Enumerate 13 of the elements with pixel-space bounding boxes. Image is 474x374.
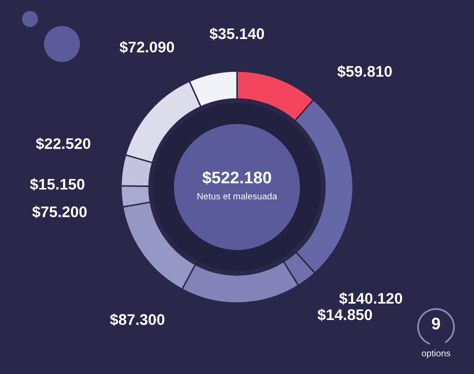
data-label: $59.810 bbox=[337, 65, 392, 78]
text: Netus et malesuada bbox=[198, 192, 278, 200]
data-label: $87.300 bbox=[110, 313, 164, 326]
text: 9 bbox=[432, 318, 440, 330]
data-label: $75.200 bbox=[32, 206, 87, 218]
data-label: $14.850 bbox=[318, 308, 372, 322]
data-label: $140.120 bbox=[339, 292, 402, 305]
data-label: $15.150 bbox=[30, 178, 84, 191]
text: options bbox=[422, 350, 450, 358]
data-label: $72.090 bbox=[120, 41, 174, 54]
data-label: $35.140 bbox=[210, 28, 264, 40]
text: $522.180 bbox=[202, 170, 272, 185]
data-label: $22.520 bbox=[36, 138, 90, 150]
